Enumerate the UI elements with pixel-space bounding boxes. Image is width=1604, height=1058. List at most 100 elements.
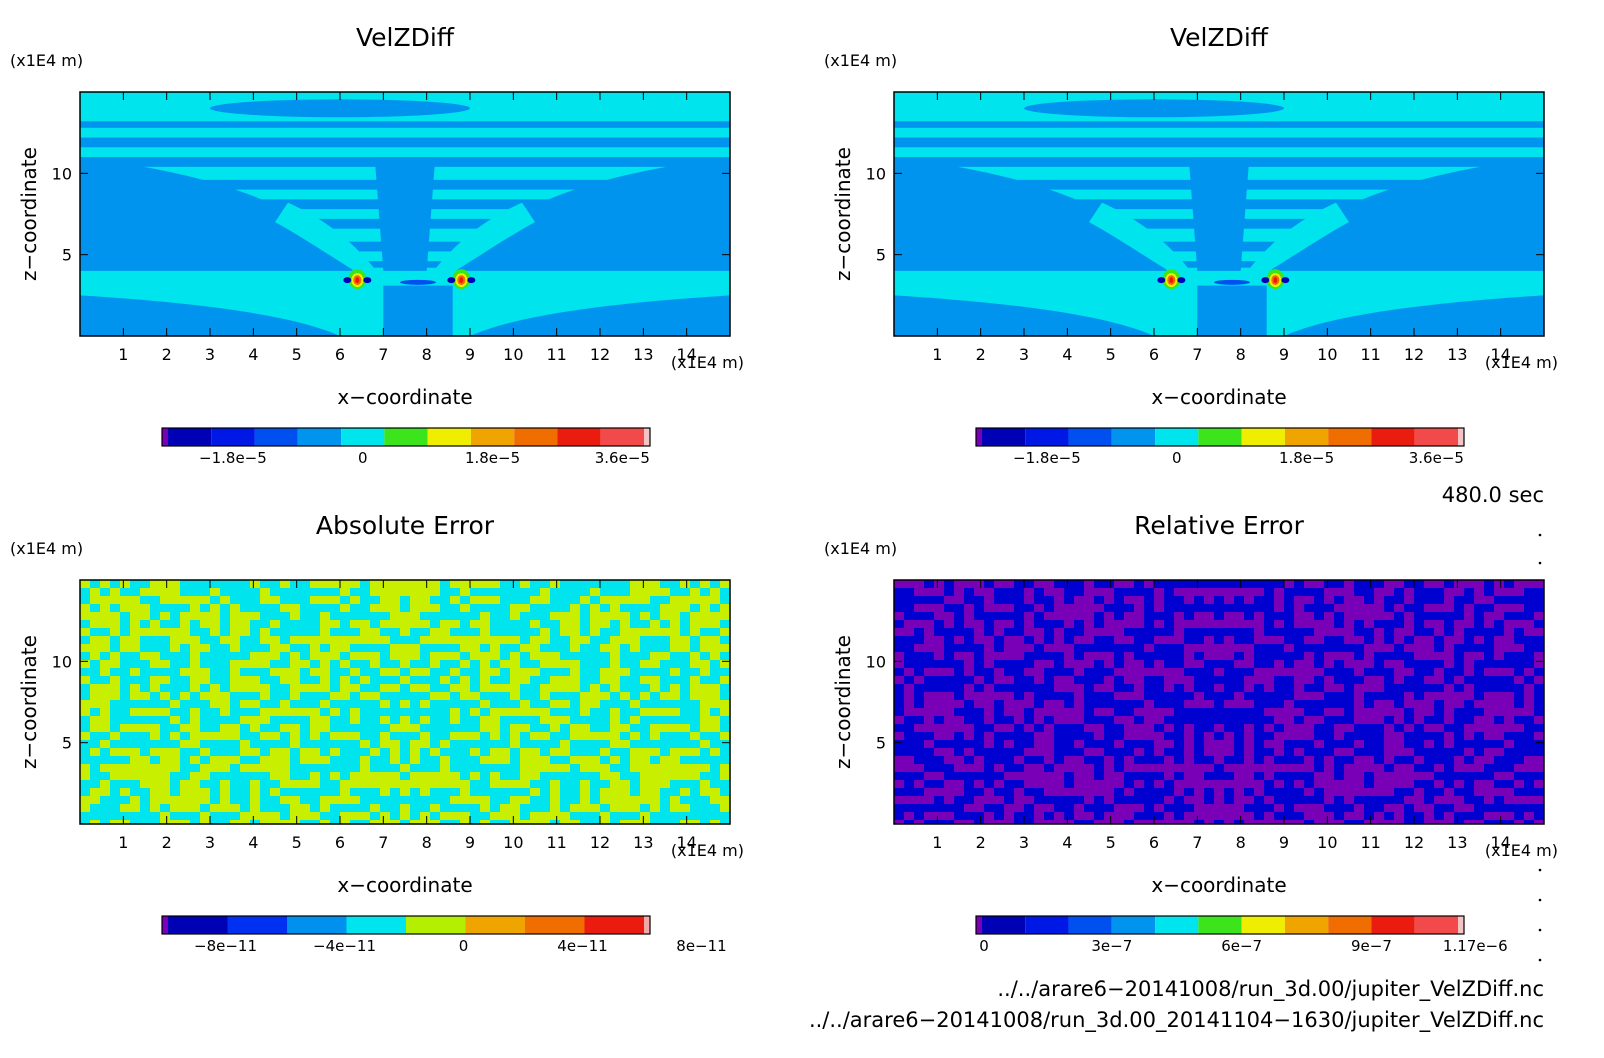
x-tick-label: 6 [1149,833,1159,852]
colorbar-swatch [168,916,228,934]
colorbar-swatch [1414,916,1458,934]
colorbar-tick-label: 1.8e−5 [1279,449,1334,467]
field-lobe [894,157,1167,271]
z-unit-label: (x1E4 m) [10,539,83,558]
x-tick-label: 14 [676,833,696,852]
field-plume [1245,202,1349,278]
colorbar-tick-label: 3.6e−5 [1409,449,1464,467]
field-lobe [1188,157,1250,271]
hotspot [355,277,360,284]
field-lobe [80,295,340,336]
colorbar-swatch [600,428,644,446]
x-tick-label: 7 [1192,345,1202,364]
z-axis-label: z−coordinate [17,147,41,281]
hotspot [1157,277,1166,284]
x-tick-label: 2 [976,345,986,364]
z-unit-label: (x1E4 m) [824,539,897,558]
x-tick-label: 13 [633,833,653,852]
colorbar: −8e−11 −4e−11 0 4e−11 8e−11 [161,915,727,955]
x-unit-label: (x1E4 m) [671,353,744,372]
field-plume [275,202,379,278]
colorbar-swatch [406,916,466,934]
colorbar-swatch [1068,428,1112,446]
z-axis-label: z−coordinate [831,635,855,769]
field-plume [431,202,535,278]
colorbar-tick-label: −8e−11 [194,937,257,955]
hotspot [343,277,352,284]
x-tick-label: 11 [546,833,566,852]
colorbar-swatch [1111,428,1156,446]
colorbar-swatch [254,428,298,446]
x-tick-label: 4 [1062,833,1072,852]
z-tick-label: 5 [62,246,72,265]
colorbar-tick-label: 3e−7 [1091,937,1132,955]
field-lobe [470,295,730,336]
colorbar-swatch [1328,428,1372,446]
colorbar-swatch [644,428,650,446]
colorbar-swatch [976,428,982,446]
colorbar-swatch [584,916,644,934]
panel-title: VelZDiff [1170,23,1269,52]
field-plume [1089,202,1193,278]
x-tick-label: 10 [1317,833,1337,852]
field-lobe [400,279,436,285]
colorbar-swatch [1458,916,1464,934]
z-tick-label: 10 [866,652,886,671]
field-band [80,121,730,128]
field-band [1024,99,1284,118]
colorbar-swatch [1371,428,1415,446]
colorbar-swatch [1371,916,1415,934]
x-tick-label: 3 [1019,833,1029,852]
colorbar-swatch [427,428,471,446]
hotspot [1177,277,1186,284]
hotspot [447,277,456,284]
field-lobe [80,157,353,271]
heatmap-field [894,580,1544,824]
x-tick-label: 12 [590,345,610,364]
x-tick-label: 6 [335,345,345,364]
x-axis-label: x−coordinate [1151,873,1286,897]
x-tick-label: 9 [1279,833,1289,852]
x-tick-label: 4 [248,345,258,364]
hotspot [1169,277,1174,284]
x-tick-label: 1 [118,345,128,364]
x-tick-label: 3 [205,345,215,364]
x-tick-label: 10 [503,345,523,364]
z-tick-label: 5 [876,246,886,265]
x-tick-label: 2 [162,833,172,852]
x-tick-label: 7 [1192,833,1202,852]
colorbar: −1.8e−5 0 1.8e−5 3.6e−5 [161,427,651,467]
x-axis-label: x−coordinate [337,385,472,409]
z-axis-label: z−coordinate [831,147,855,281]
colorbar: 0 3e−7 6e−7 9e−7 1.17e−6 [975,915,1508,955]
x-tick-label: 11 [1360,345,1380,364]
colorbar-tick-label: −1.8e−5 [199,449,267,467]
colorbar-swatch [1241,916,1285,934]
hotspot [467,277,476,284]
colorbar-swatch [982,916,1026,934]
x-tick-label: 3 [1019,345,1029,364]
hotspot [1273,277,1278,284]
colorbar-swatch [470,428,515,446]
hotspot [1281,277,1290,284]
x-unit-label: (x1E4 m) [1485,841,1558,860]
x-tick-label: 1 [118,833,128,852]
colorbar-swatch [162,428,168,446]
colorbar-swatch [1198,428,1242,446]
colorbar-swatch [1198,916,1242,934]
colorbar-swatch [287,916,347,934]
x-tick-label: 5 [292,345,302,364]
colorbar-swatch [1025,916,1069,934]
x-tick-label: 10 [503,833,523,852]
plot-frame [79,91,731,337]
x-tick-label: 2 [162,345,172,364]
colorbar-tick-label: 4e−11 [557,937,607,955]
margin-dot [1538,533,1542,537]
z-tick-label: 10 [52,652,72,671]
z-axis-label: z−coordinate [17,635,41,769]
field-lobe [1214,279,1250,285]
x-tick-label: 13 [1447,833,1467,852]
colorbar-swatch [644,916,650,934]
